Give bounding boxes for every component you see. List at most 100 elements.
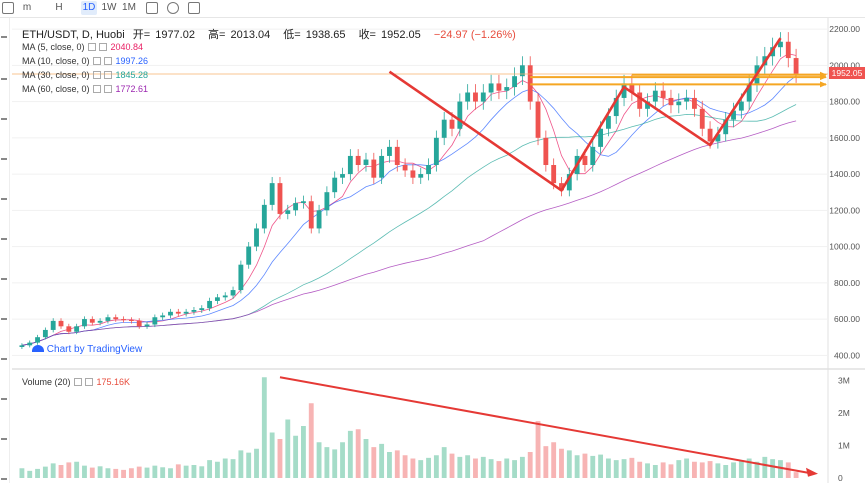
interval-minute[interactable]: m [22, 2, 32, 13]
symbol-title[interactable]: ETH/USDT, D, Huobi [22, 29, 125, 41]
interval-week[interactable]: 1W [101, 2, 117, 13]
close-icon[interactable] [103, 85, 112, 93]
candle-body [74, 326, 80, 332]
close-icon[interactable] [103, 71, 112, 79]
settings-icon[interactable] [92, 71, 101, 79]
brush-tool-icon[interactable] [1, 158, 7, 160]
tradingview-watermark[interactable]: Chart by TradingView [32, 344, 142, 355]
candle-body [82, 319, 87, 327]
measure-tool-icon[interactable] [1, 278, 7, 280]
price-tick-label: 2200.00 [829, 24, 860, 34]
candle-body [42, 329, 48, 338]
candle [441, 111, 447, 146]
eye-tool-icon[interactable] [1, 438, 7, 440]
candle [371, 152, 377, 184]
close-icon[interactable] [98, 43, 107, 51]
zoom-tool-icon[interactable] [1, 318, 7, 320]
settings-icon[interactable] [73, 378, 82, 386]
ma5-legend[interactable]: MA (5, close, 0) 2040.84 [22, 41, 143, 53]
candle [637, 84, 643, 117]
volume-bar [559, 448, 564, 478]
candle [363, 152, 369, 172]
candle-body [293, 203, 299, 211]
volume-bar [144, 467, 150, 478]
candle-body [347, 155, 353, 175]
magnet-tool-icon[interactable] [1, 358, 7, 360]
settings-icon[interactable] [92, 57, 101, 65]
trash-tool-icon[interactable] [1, 478, 7, 480]
pattern-tool-icon[interactable] [1, 238, 7, 240]
ma-5-line [21, 53, 797, 346]
price-tick-label: 400.00 [834, 350, 860, 360]
volume-bar [566, 450, 572, 478]
volume-bar [488, 459, 494, 478]
volume-bar [308, 403, 314, 478]
candle [269, 177, 275, 211]
cursor-tool-icon[interactable] [1, 36, 7, 38]
interval-month[interactable]: 1M [122, 2, 136, 13]
volume-bar [74, 461, 80, 478]
candle [645, 93, 650, 117]
volume-label: Volume (20) [22, 377, 71, 387]
candle-body [66, 326, 72, 332]
candle-body [441, 119, 447, 138]
volume-bar [418, 460, 424, 478]
volume-bar [254, 448, 259, 478]
candle [692, 89, 697, 117]
candle-body [301, 201, 306, 204]
candle [246, 242, 252, 269]
close-icon[interactable] [84, 378, 93, 386]
candle [261, 199, 267, 234]
ma10-legend[interactable]: MA (10, close, 0) 1997.26 [22, 55, 148, 67]
candle [473, 84, 478, 110]
close-icon[interactable] [103, 57, 112, 65]
ma60-legend[interactable]: MA (60, close, 0) 1772.61 [22, 83, 148, 95]
trendline-tool-icon[interactable] [1, 78, 7, 80]
candle [387, 139, 392, 163]
candle-body [35, 337, 40, 343]
menu-icon[interactable] [2, 2, 14, 14]
volume-bar [605, 458, 611, 478]
candle [465, 84, 471, 110]
chart-style-icon[interactable] [146, 2, 158, 14]
candle-body [58, 320, 64, 327]
ma-10-line [21, 75, 797, 346]
candle-body [285, 210, 291, 214]
candle [74, 323, 80, 335]
candle [684, 89, 690, 110]
volume-bar [684, 458, 690, 478]
pitchfork-tool-icon[interactable] [1, 118, 7, 120]
ma60-value: 1772.61 [115, 84, 149, 94]
candle [316, 204, 322, 234]
volume-bar [175, 464, 181, 478]
interval-hour[interactable]: H [55, 2, 63, 13]
volume-tick-label: 0 [838, 473, 843, 483]
volume-bar [207, 460, 213, 478]
candle [731, 102, 736, 128]
lock-tool-icon[interactable] [1, 398, 7, 400]
volume-bar [214, 461, 220, 478]
candle-body [89, 319, 95, 323]
volume-legend[interactable]: Volume (20) 175.16K [22, 376, 130, 388]
candle-body [504, 87, 510, 91]
zigzag-annotation [388, 37, 782, 192]
interval-day[interactable]: 1D [81, 1, 97, 15]
volume-bar [246, 452, 252, 478]
volume-bar [762, 456, 768, 478]
settings-icon[interactable] [87, 43, 96, 51]
screenshot-icon[interactable] [188, 2, 200, 14]
candle-body [465, 92, 471, 102]
ma30-legend[interactable]: MA (30, close, 0) 1845.28 [22, 69, 148, 81]
price-tick-label: 1400.00 [829, 169, 860, 179]
volume-bar [449, 453, 455, 478]
candle [277, 177, 283, 220]
indicators-icon[interactable] [167, 2, 179, 14]
text-tool-icon[interactable] [1, 198, 7, 200]
volume-bar [97, 466, 103, 478]
candle [332, 171, 338, 199]
candle-body [621, 83, 627, 98]
candle-body [496, 83, 502, 91]
candle-body [316, 210, 322, 229]
settings-icon[interactable] [92, 85, 101, 93]
